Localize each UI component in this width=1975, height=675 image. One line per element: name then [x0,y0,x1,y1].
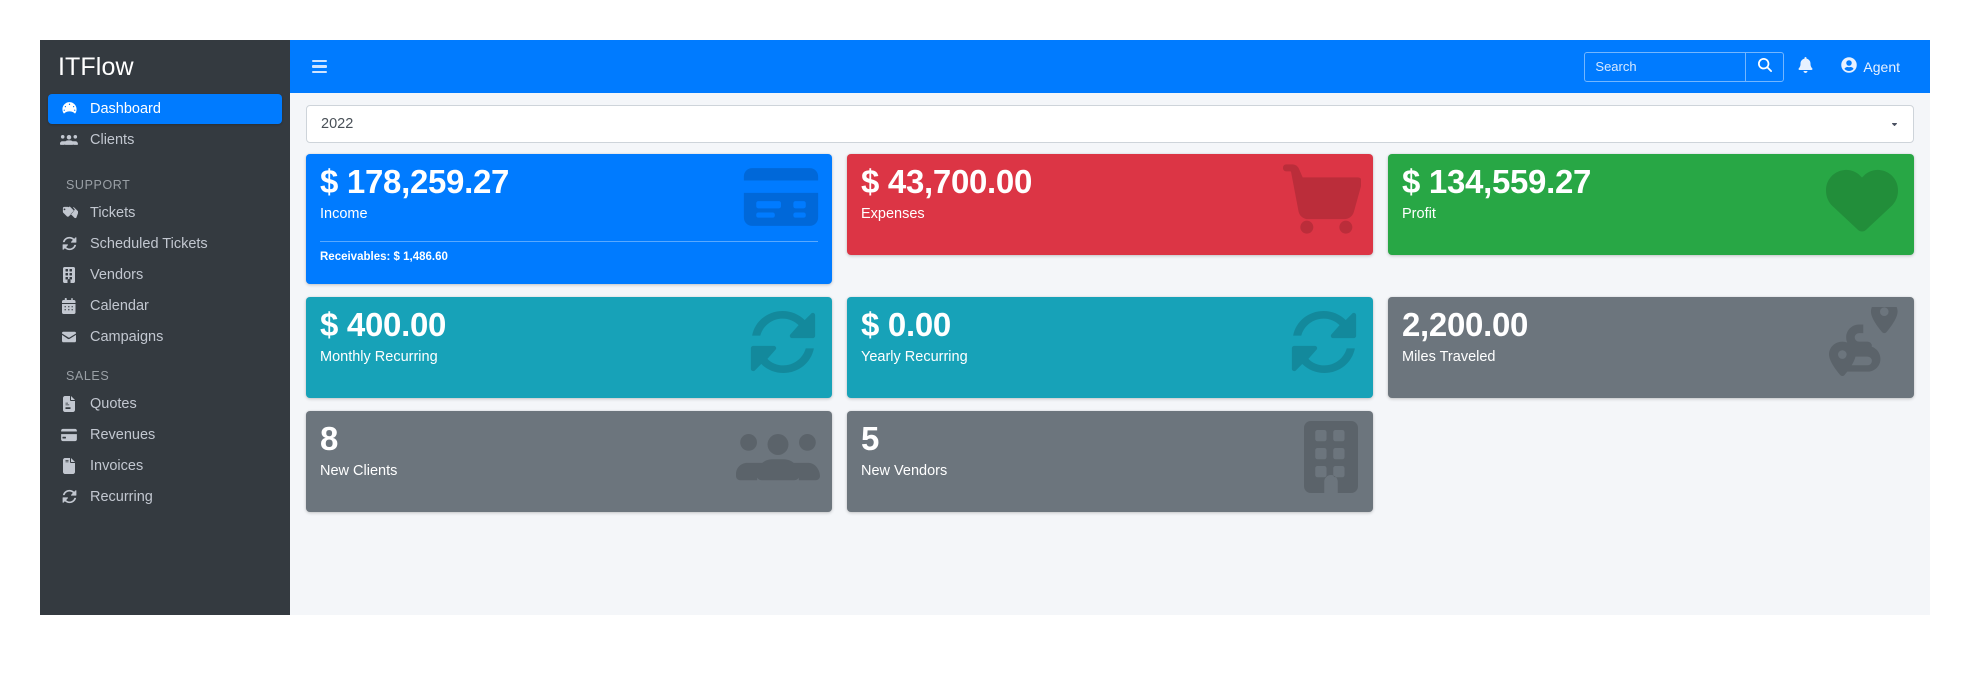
sidebar-item-label: Recurring [90,488,153,505]
stat-card-label: Miles Traveled [1402,348,1496,365]
sidebar-item-invoices[interactable]: Invoices [48,451,282,481]
envelope-icon [58,328,80,346]
stat-card-expenses[interactable]: $ 43,700.00 Expenses [847,154,1373,255]
dashboard-icon [58,100,80,118]
sidebar-item-label: Invoices [90,457,144,474]
sidebar-item-vendors[interactable]: Vendors [48,260,282,290]
sidebar-section-support: SUPPORT [66,177,131,192]
stat-card-value: $ 134,559.27 [1402,163,1592,200]
hamburger-icon[interactable] [302,50,336,84]
content-wrapper: Agent 2022 $ 178,259.27 I [290,40,1930,615]
stat-card-label: New Clients [320,462,398,479]
stat-card-value: $ 43,700.00 [861,163,1033,200]
sidebar-item-label: Dashboard [90,100,161,117]
route-icon [1826,298,1902,377]
stat-card-value: 5 [861,420,880,457]
sidebar-item-quotes[interactable]: Quotes [48,389,282,419]
stat-card-monthly-recurring[interactable]: $ 400.00 Monthly Recurring [306,297,832,398]
sync-icon [58,235,80,253]
stat-card-label: Expenses [861,205,925,222]
app-root: ITFlow Dashboard Clients SUP [40,40,1930,615]
search-group [1584,51,1785,82]
sidebar-item-label: Revenues [90,426,156,443]
sync-icon [1287,307,1361,377]
sidebar-item-tickets[interactable]: Tickets [48,198,282,228]
sidebar-item-label: Tickets [90,204,136,221]
stat-card-value: $ 400.00 [320,306,447,343]
sidebar-item-label: Quotes [90,395,137,412]
building-icon [58,266,80,284]
sidebar-section-sales: SALES [66,368,110,383]
search-icon [1757,58,1772,75]
stat-card-label: New Vendors [861,462,948,479]
search-input[interactable] [1585,52,1746,81]
sidebar-item-label: Vendors [90,266,144,283]
stat-card-label: Yearly Recurring [861,348,968,365]
year-select[interactable]: 2022 [306,105,1914,143]
user-circle-icon [1841,57,1858,76]
file-quote-icon [58,395,80,413]
search-button[interactable] [1745,52,1783,81]
stat-card-new-vendors[interactable]: 5 New Vendors [847,411,1373,512]
sidebar-item-label: Campaigns [90,328,164,345]
calendar-icon [58,297,80,315]
file-invoice-icon [58,457,80,475]
credit-card-icon [742,164,820,230]
stat-card-profit[interactable]: $ 134,559.27 Profit [1388,154,1914,255]
sidebar-item-clients[interactable]: Clients [48,125,282,155]
stat-card-yearly-recurring[interactable]: $ 0.00 Yearly Recurring [847,297,1373,398]
sidebar-item-scheduled-tickets[interactable]: Scheduled Tickets [48,229,282,259]
stat-card-value: $ 178,259.27 [320,163,510,200]
sidebar-item-dashboard[interactable]: Dashboard [48,93,282,124]
sidebar-item-label: Calendar [90,297,149,314]
sidebar-item-revenues[interactable]: Revenues [48,420,282,450]
stat-card-label: Monthly Recurring [320,348,438,365]
sync-icon [58,488,80,506]
sidebar-item-campaigns[interactable]: Campaigns [48,322,282,352]
stat-card-miles-traveled[interactable]: 2,200.00 Miles Traveled [1388,297,1914,398]
heart-icon [1822,164,1902,236]
stat-card-income[interactable]: $ 178,259.27 Income Receivables: $ 1,486… [306,154,832,284]
sidebar-item-recurring[interactable]: Recurring [48,482,282,512]
tag-icon [58,204,80,222]
stat-card-new-clients[interactable]: 8 New Clients [306,411,832,512]
sidebar-item-label: Clients [90,131,135,148]
users-icon [736,421,820,489]
stat-card-value: 2,200.00 [1402,306,1529,343]
building-icon [1301,421,1361,493]
shopping-cart-icon [1283,164,1363,234]
main-content: 2022 $ 178,259.27 Income [290,93,1930,615]
sidebar-item-label: Scheduled Tickets [90,235,208,252]
sidebar-item-calendar[interactable]: Calendar [48,291,282,321]
sync-icon [746,307,820,377]
stat-card-value: 8 [320,420,339,457]
user-name-label: Agent [1863,58,1900,75]
notifications-button[interactable] [1784,47,1827,87]
top-navbar: Agent [290,40,1930,93]
bell-icon [1798,57,1813,76]
brand-logo[interactable]: ITFlow [58,53,134,81]
stat-card-label: Income [320,205,368,222]
clients-icon [58,131,80,149]
card-icon [58,426,80,444]
stat-card-footer: Receivables: $ 1,486.60 [320,240,818,263]
stat-card-label: Profit [1402,205,1436,222]
user-menu-button[interactable]: Agent [1827,47,1914,87]
stat-card-value: $ 0.00 [861,306,951,343]
navbar-right-group: Agent [1584,47,1914,87]
sidebar-nav: Dashboard Clients SUPPORT Tickets [40,93,290,512]
year-filter: 2022 [306,105,1914,143]
sidebar: ITFlow Dashboard Clients SUP [40,40,290,615]
stat-card-grid: $ 178,259.27 Income Receivables: $ 1,486… [306,154,1914,512]
